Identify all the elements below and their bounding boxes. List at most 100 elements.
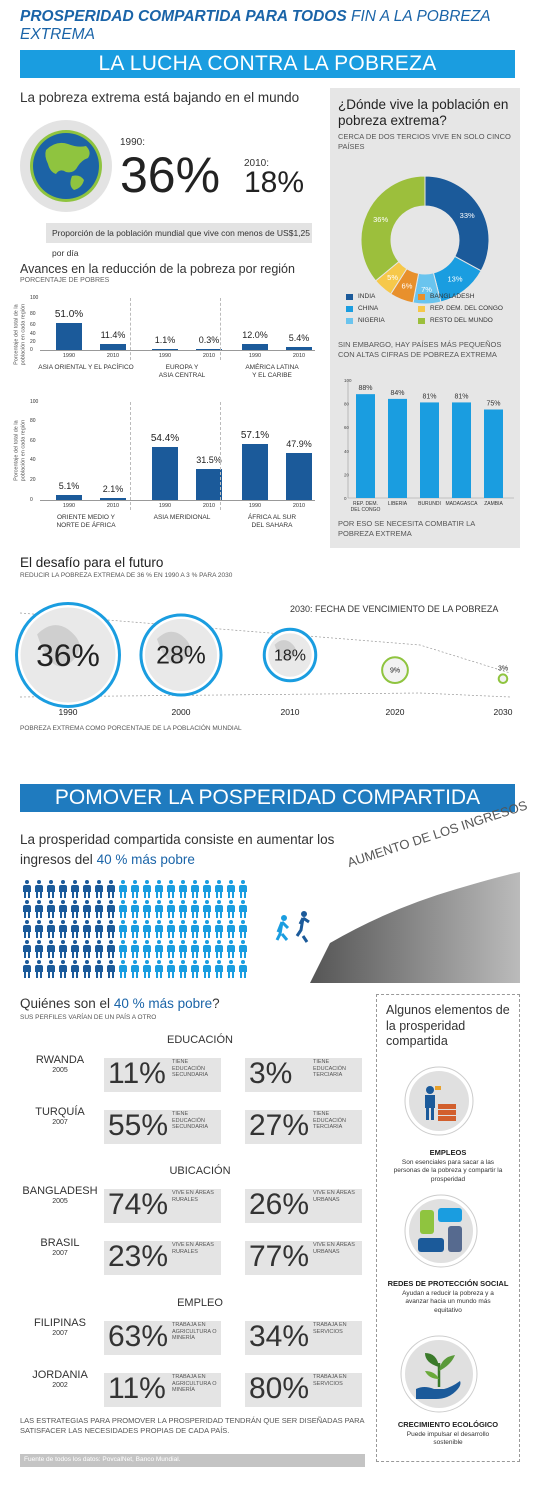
person-icon — [178, 920, 188, 938]
income-slope — [275, 872, 520, 983]
legend-swatch — [418, 318, 425, 324]
header-title-bold: PROSPERIDAD COMPARTIDA PARA TODOS — [20, 8, 347, 25]
person-icon — [46, 920, 56, 938]
future-value: 3% — [498, 665, 508, 672]
region-bar-label: 5.1% — [58, 481, 80, 491]
person-icon — [70, 960, 80, 978]
legend-label: INDIA — [358, 293, 376, 300]
region-year-label: 2010 — [106, 353, 120, 359]
region-year-label: 2010 — [106, 503, 120, 509]
person-icon — [154, 880, 164, 898]
region-bar — [196, 348, 222, 350]
legend-label: RESTO DEL MUNDO — [430, 317, 493, 324]
trend-line-top — [19, 612, 511, 674]
country-bar-chart: 10080604020088%REP. DEM.DEL CONGO84%LIBE… — [344, 378, 514, 513]
person-icon — [226, 960, 236, 978]
person-icon — [118, 880, 128, 898]
future-footnote: POBREZA EXTREMA COMO PORCENTAJE DE LA PO… — [20, 725, 242, 732]
who-section-title: EMPLEO — [177, 1297, 223, 1309]
who-country: TURQUÍA — [35, 1106, 85, 1118]
region-separator — [220, 298, 221, 360]
who-year: 2002 — [52, 1382, 68, 1389]
who-stat-value: 63% — [108, 1320, 169, 1353]
who-stat-value: 77% — [249, 1240, 310, 1273]
country-tick: 0 — [344, 496, 347, 501]
person-icon — [190, 920, 200, 938]
person-icon — [178, 960, 188, 978]
country-name: BURUNDI — [418, 501, 441, 507]
region-bar-label: 5.4% — [288, 333, 310, 344]
person-icon — [58, 940, 68, 958]
where-heading: ¿Dónde vive la población en pobreza extr… — [338, 97, 509, 128]
country-name: LIBERIA — [388, 501, 408, 507]
element-green-desc: Puede impulsar el desarrollo sostenible — [406, 1431, 490, 1447]
year-2010-value: 18% — [244, 166, 305, 199]
who-stat-value: 27% — [249, 1109, 310, 1142]
person-icon — [130, 960, 140, 978]
who-year: 2005 — [52, 1198, 68, 1205]
person-icon — [154, 940, 164, 958]
who-stat-desc: TRABAJA EN SERVICIOS — [313, 1322, 347, 1335]
extreme-note-text: Proporción de la población mundial que v… — [52, 228, 310, 258]
banner-prosperity: POMOVER LA POSPERIDAD COMPARTIDA — [20, 784, 515, 812]
country-bar-label: 75% — [486, 401, 500, 408]
region-bar-label: 11.4% — [100, 330, 126, 341]
year-2010-label: 2010: — [244, 158, 270, 169]
person-icon — [166, 920, 176, 938]
person-icon — [202, 940, 212, 958]
person-icon — [82, 940, 92, 958]
country-tick: 20 — [344, 472, 350, 477]
who-stat-desc: VIVE EN ÁREAS RURALES — [172, 1190, 214, 1203]
person-icon — [34, 880, 44, 898]
region-year-label: 2010 — [202, 503, 216, 509]
person-icon — [94, 900, 104, 918]
region-year-label: 1990 — [62, 503, 76, 509]
person-icon — [106, 880, 116, 898]
region-bar-label: 0.3% — [198, 334, 220, 345]
person-icon — [118, 920, 128, 938]
person-icon — [178, 880, 188, 898]
who-stat-desc: TRABAJA EN SERVICIOS — [313, 1374, 347, 1387]
future-sub: REDUCIR LA POBREZA EXTREMA DE 36 % EN 19… — [20, 572, 233, 579]
trend-line-bottom — [19, 692, 511, 698]
page-header: PROSPERIDAD COMPARTIDA PARA TODOS FIN A … — [20, 8, 530, 44]
year-1990-label: 1990: — [120, 137, 146, 148]
region-bar-label: 54.4% — [150, 432, 180, 444]
region-bar — [100, 344, 126, 350]
future-continent — [274, 640, 296, 661]
element-jobs-desc: Son esenciales para sacar a las personas… — [393, 1159, 503, 1183]
future-year: 2010 — [281, 707, 300, 717]
banner-fight-poverty: LA LUCHA CONTRA LA POBREZA — [20, 50, 515, 78]
who-stat-box — [245, 1321, 362, 1355]
person-icon — [154, 960, 164, 978]
region-bar — [100, 497, 126, 500]
future-value: 18% — [274, 648, 306, 665]
person-icon — [166, 900, 176, 918]
person-icon — [34, 900, 44, 918]
future-year: 2020 — [386, 707, 405, 717]
country-name: REP. DEM. — [353, 501, 378, 507]
country-bar — [388, 398, 407, 498]
region-separator — [130, 402, 131, 510]
legend-swatch — [418, 306, 425, 312]
person-icon — [238, 940, 248, 958]
region-axis — [40, 350, 315, 351]
person-icon — [166, 940, 176, 958]
region-bar — [242, 343, 268, 350]
who-country: BRASIL — [40, 1237, 80, 1249]
future-continent — [156, 631, 191, 664]
regions-subheading: PORCENTAJE DE POBRES — [20, 277, 110, 284]
legend-swatch — [346, 294, 353, 300]
extreme-note: Proporción de la población mundial que v… — [46, 223, 312, 258]
future-circles: 36% 1990 28% 2000 18% 2010 9% 2020 3% 2030 — [15, 602, 513, 717]
region-name: AMÉRICA LATINA Y EL CARIBE — [245, 364, 299, 380]
person-icon — [94, 880, 104, 898]
region-separator — [220, 402, 221, 510]
where-legend: INDIA BANGLADESH CHINA REP. DEM. DEL CONGO N… — [346, 293, 516, 327]
legend-swatch — [346, 318, 353, 324]
person-icon — [154, 920, 164, 938]
person-icon — [22, 900, 32, 918]
element-green-icon — [400, 1335, 478, 1418]
donut-label: 33% — [460, 211, 475, 220]
future-value: 28% — [156, 643, 206, 670]
